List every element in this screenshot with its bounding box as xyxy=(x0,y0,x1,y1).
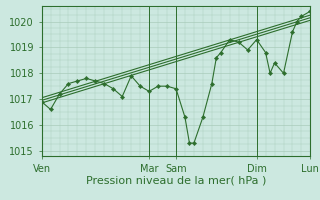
X-axis label: Pression niveau de la mer( hPa ): Pression niveau de la mer( hPa ) xyxy=(86,175,266,185)
